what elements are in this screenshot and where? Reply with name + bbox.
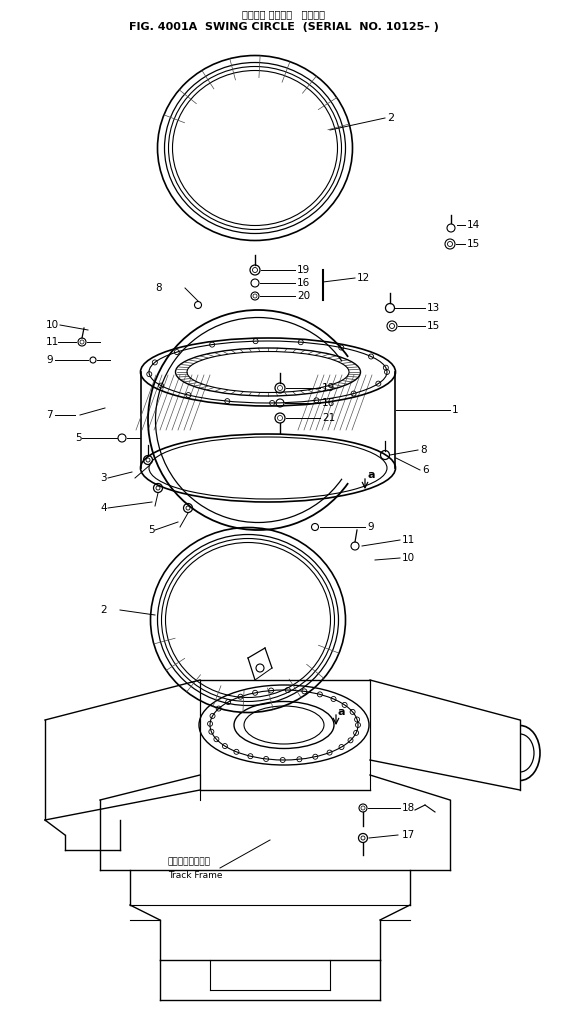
Text: 14: 14 — [467, 220, 481, 230]
Text: 19: 19 — [297, 265, 310, 275]
Text: a: a — [368, 470, 375, 480]
Text: a: a — [338, 707, 345, 717]
Text: 6: 6 — [422, 465, 429, 475]
Text: 7: 7 — [46, 410, 53, 420]
Text: 16: 16 — [322, 398, 335, 409]
Text: 1: 1 — [452, 405, 458, 415]
Text: 21: 21 — [322, 413, 335, 423]
Text: 8: 8 — [155, 283, 162, 293]
Text: 3: 3 — [100, 473, 107, 483]
Text: 12: 12 — [357, 273, 370, 283]
Text: 13: 13 — [427, 303, 440, 313]
Text: 5: 5 — [75, 433, 82, 443]
Text: 18: 18 — [402, 803, 415, 813]
Text: 15: 15 — [467, 239, 481, 249]
Text: Track Frame: Track Frame — [168, 871, 223, 880]
Text: 9: 9 — [46, 355, 53, 365]
Text: 19: 19 — [322, 383, 335, 393]
Text: 9: 9 — [367, 522, 374, 532]
Text: 11: 11 — [46, 338, 59, 347]
Text: 5: 5 — [148, 525, 154, 535]
Circle shape — [447, 224, 455, 232]
Text: 8: 8 — [420, 445, 427, 455]
Text: 16: 16 — [297, 278, 310, 288]
Text: 20: 20 — [297, 291, 310, 301]
Text: 11: 11 — [402, 535, 415, 545]
Text: 10: 10 — [402, 553, 415, 563]
Text: トラックフレーム: トラックフレーム — [168, 857, 211, 866]
Text: 4: 4 — [100, 503, 107, 513]
Text: 17: 17 — [402, 830, 415, 840]
Circle shape — [194, 301, 202, 309]
Text: 2: 2 — [387, 113, 394, 123]
Text: 2: 2 — [100, 605, 107, 615]
Circle shape — [381, 451, 390, 460]
Text: スイング サークル   適用号機: スイング サークル 適用号機 — [243, 9, 325, 19]
Text: 10: 10 — [46, 320, 59, 330]
Text: 15: 15 — [427, 321, 440, 331]
Text: FIG. 4001A  SWING CIRCLE  (SERIAL  NO. 10125– ): FIG. 4001A SWING CIRCLE (SERIAL NO. 1012… — [129, 22, 439, 32]
